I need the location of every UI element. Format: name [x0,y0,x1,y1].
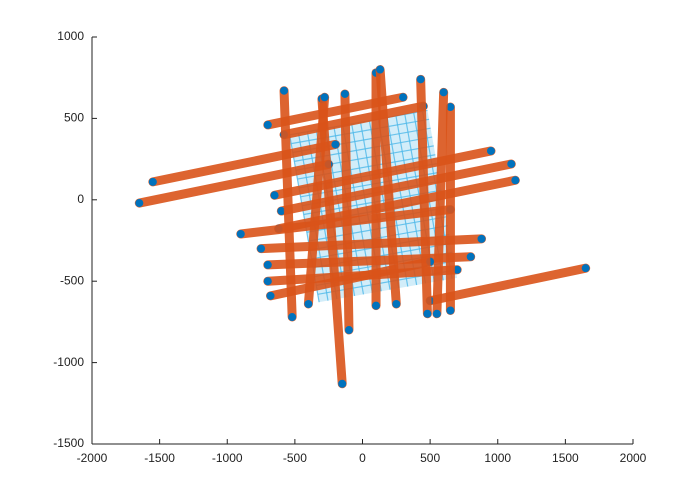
data-line [279,101,428,140]
data-point [320,93,329,102]
data-point [338,379,347,388]
data-point [446,103,455,112]
data-point [392,299,401,308]
y-tick-label: 500 [64,111,84,125]
data-point [280,86,289,95]
data-line [134,159,334,208]
data-line [303,92,330,309]
data-point [446,306,455,315]
x-tick-label: -1000 [212,451,243,465]
data-point [372,301,381,310]
data-point [439,88,448,97]
y-tick-label: -1000 [53,355,84,369]
data-point [416,75,425,84]
data-point [236,229,245,238]
data-point [581,264,590,273]
data-point [263,277,272,286]
x-tick-label: -1500 [144,451,175,465]
data-line [432,87,449,319]
data-point [331,140,340,149]
y-tick-label: 0 [77,192,84,206]
data-point [304,299,313,308]
data-point [423,309,432,318]
data-line [256,234,487,254]
mesh-line [300,171,439,198]
data-point [263,120,272,129]
x-tick-label: 1500 [552,451,579,465]
data-line [340,89,354,335]
data-point [376,65,385,74]
data-point [340,89,349,98]
data-point [507,159,516,168]
data-point [288,313,297,322]
x-tick-label: 0 [359,451,366,465]
data-point [263,260,272,269]
data-point [135,199,144,208]
data-point [432,309,441,318]
x-tick-label: 1000 [484,451,511,465]
y-tick-label: -500 [60,273,84,287]
data-point [466,252,475,261]
data-point [277,207,286,216]
data-line [317,94,347,389]
data-point [148,177,157,186]
data-point [270,191,279,200]
data-point [399,93,408,102]
data-point [257,244,266,253]
x-tick-label: 2000 [620,451,647,465]
y-tick-label: 1000 [57,29,84,43]
data-point [511,176,520,185]
x-tick-label: -2000 [77,451,108,465]
data-point [453,265,462,274]
data-point [486,146,495,155]
plot-area [134,65,591,389]
data-line [148,139,340,187]
data-point [344,326,353,335]
x-tick-label: -500 [283,451,307,465]
y-tick-label: -1500 [53,436,84,450]
data-point [266,291,275,300]
data-line [416,74,432,319]
data-line [375,65,401,309]
data-point [477,234,486,243]
data-line [425,263,591,306]
mesh-line [291,118,430,145]
data-line [279,86,297,322]
x-tick-label: 500 [420,451,440,465]
